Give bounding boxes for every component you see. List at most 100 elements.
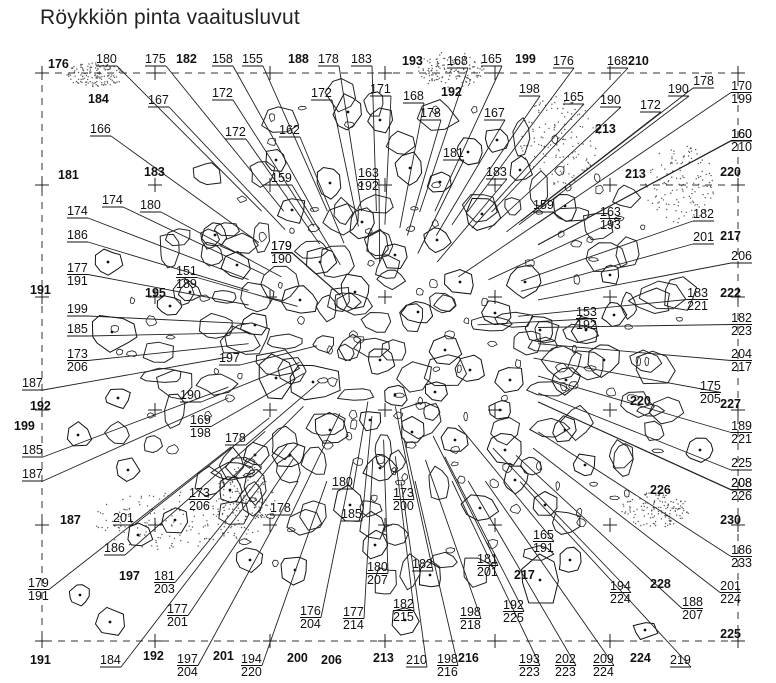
elevation-label-bold: 192 xyxy=(441,85,462,99)
fraction-denominator: 215 xyxy=(393,610,414,624)
survey-frame xyxy=(35,66,745,648)
label-text: 201 xyxy=(693,230,714,244)
label-text: 199 xyxy=(14,419,35,433)
fraction-numerator: 204 xyxy=(731,347,752,361)
stone xyxy=(521,553,559,604)
grid-cross xyxy=(731,518,745,532)
stone xyxy=(520,456,543,476)
elevation-label-bold: 182 xyxy=(176,52,197,66)
leader-line xyxy=(515,454,683,609)
leader-line xyxy=(466,67,575,213)
elevation-label: 183 xyxy=(486,165,507,180)
leader-line xyxy=(403,438,434,572)
pebble xyxy=(237,373,243,380)
fraction-numerator: 163 xyxy=(600,205,621,219)
label-text: 200 xyxy=(287,651,308,665)
label-text: 191 xyxy=(30,653,51,667)
label-text: 168 xyxy=(447,54,468,68)
pebble xyxy=(635,356,642,366)
pebble xyxy=(554,362,568,373)
fraction-numerator: 170 xyxy=(731,79,752,93)
elevation-label: 190 xyxy=(668,82,689,97)
stipple-area xyxy=(621,491,689,528)
grid-cross xyxy=(488,403,502,417)
stone xyxy=(644,420,665,442)
fraction-numerator: 180 xyxy=(367,560,388,574)
fraction-denominator: 203 xyxy=(154,582,175,596)
leader-line xyxy=(417,159,465,254)
grid-cross xyxy=(148,634,162,648)
label-text: 213 xyxy=(373,651,394,665)
pebble xyxy=(417,396,424,405)
stone xyxy=(156,295,183,316)
stone xyxy=(255,349,301,377)
elevation-label: 185 xyxy=(341,507,362,522)
stone xyxy=(156,369,193,400)
elevation-label-bold: 192 xyxy=(143,649,164,663)
leader-line xyxy=(537,262,732,301)
label-text: 183 xyxy=(144,165,165,179)
pebble xyxy=(146,412,155,419)
stone xyxy=(460,494,500,522)
leader-line xyxy=(165,65,285,212)
pebble xyxy=(457,364,462,374)
stipple-area xyxy=(645,145,715,224)
pebble xyxy=(501,394,508,402)
label-text: 176 xyxy=(48,57,69,71)
leader-line xyxy=(488,218,622,281)
elevation-label-bold: 192 xyxy=(30,399,51,413)
stone xyxy=(461,194,498,223)
stone xyxy=(314,411,349,444)
stone xyxy=(664,276,698,311)
pebble xyxy=(470,105,478,114)
grid-cross xyxy=(35,518,49,532)
grid-cross xyxy=(488,178,502,192)
stone xyxy=(258,353,296,400)
elevation-label-bold: 200 xyxy=(287,651,308,665)
elevation-label: 174 xyxy=(102,193,123,208)
pebble xyxy=(644,356,650,367)
pebble xyxy=(343,121,355,129)
label-text: 185 xyxy=(22,443,43,457)
stone xyxy=(416,99,460,131)
leader-line xyxy=(124,430,266,556)
leader-line xyxy=(518,95,690,226)
label-text: 191 xyxy=(30,283,51,297)
leader-line xyxy=(444,456,525,612)
grid-cross xyxy=(603,403,617,417)
fraction-numerator: 186 xyxy=(731,543,752,557)
fraction-denominator: 192 xyxy=(358,179,379,193)
fraction-denominator: 191 xyxy=(533,541,554,555)
label-text: 178 xyxy=(318,52,339,66)
label-text: 187 xyxy=(60,513,81,527)
pebble xyxy=(110,325,119,333)
pebble xyxy=(463,317,470,325)
stone xyxy=(293,240,329,259)
pebble xyxy=(624,489,630,498)
label-text: 201 xyxy=(113,511,134,525)
elevation-label: 210 xyxy=(406,653,427,668)
fraction-numerator: 176 xyxy=(300,604,321,618)
stone xyxy=(525,381,571,397)
elevation-label: 186 xyxy=(67,228,88,243)
fraction-denominator: 191 xyxy=(67,274,88,288)
fraction-numerator: 188 xyxy=(682,595,703,609)
pebble xyxy=(432,366,441,373)
leader-line xyxy=(87,274,249,306)
pebble xyxy=(536,461,542,471)
stone xyxy=(275,455,301,484)
elevation-label-bold: 187 xyxy=(60,513,81,527)
elevation-label-bold: 206 xyxy=(321,653,342,667)
label-text: 186 xyxy=(67,228,88,242)
pebble xyxy=(350,419,358,430)
stone xyxy=(524,315,553,343)
stone xyxy=(494,367,524,394)
label-text: 206 xyxy=(731,249,752,263)
leader-line xyxy=(533,357,722,393)
